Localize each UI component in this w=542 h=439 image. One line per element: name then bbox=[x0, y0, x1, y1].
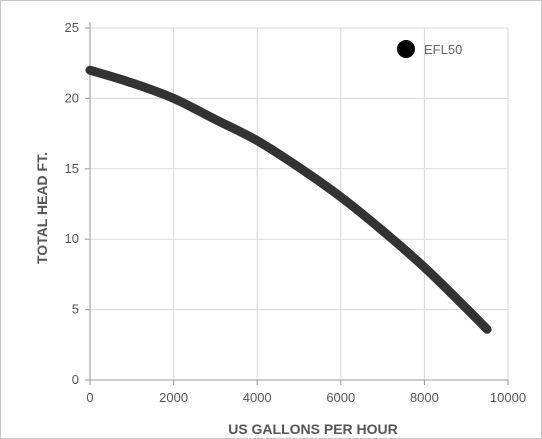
series-group bbox=[85, 65, 492, 334]
y-tick-label: 25 bbox=[65, 20, 79, 35]
y-tick-labels: 0 5 10 15 20 25 bbox=[65, 20, 79, 387]
y-tick-label: 15 bbox=[65, 161, 79, 176]
x-tick-label: 2000 bbox=[159, 390, 188, 405]
x-axis-title: US GALLONS PER HOUR bbox=[228, 421, 398, 437]
y-tick-label: 0 bbox=[72, 372, 79, 387]
y-tick-label: 10 bbox=[65, 231, 79, 246]
y-tick-label: 5 bbox=[72, 302, 79, 317]
series-line-efl50 bbox=[85, 65, 492, 334]
x-tick-label: 4000 bbox=[243, 390, 272, 405]
x-tick-label: 8000 bbox=[410, 390, 439, 405]
x-tick-label: 0 bbox=[86, 390, 93, 405]
x-tick-labels: 0 2000 4000 6000 8000 10000 bbox=[86, 390, 526, 405]
x-tick-label: 10000 bbox=[490, 390, 526, 405]
legend-label: EFL50 bbox=[424, 42, 462, 57]
y-axis-title: TOTAL HEAD FT. bbox=[34, 152, 50, 264]
legend: EFL50 bbox=[397, 40, 462, 58]
legend-marker bbox=[397, 40, 415, 58]
grid bbox=[90, 27, 509, 380]
y-tick-label: 20 bbox=[65, 90, 79, 105]
axes bbox=[85, 22, 509, 385]
x-tick-label: 6000 bbox=[326, 390, 355, 405]
